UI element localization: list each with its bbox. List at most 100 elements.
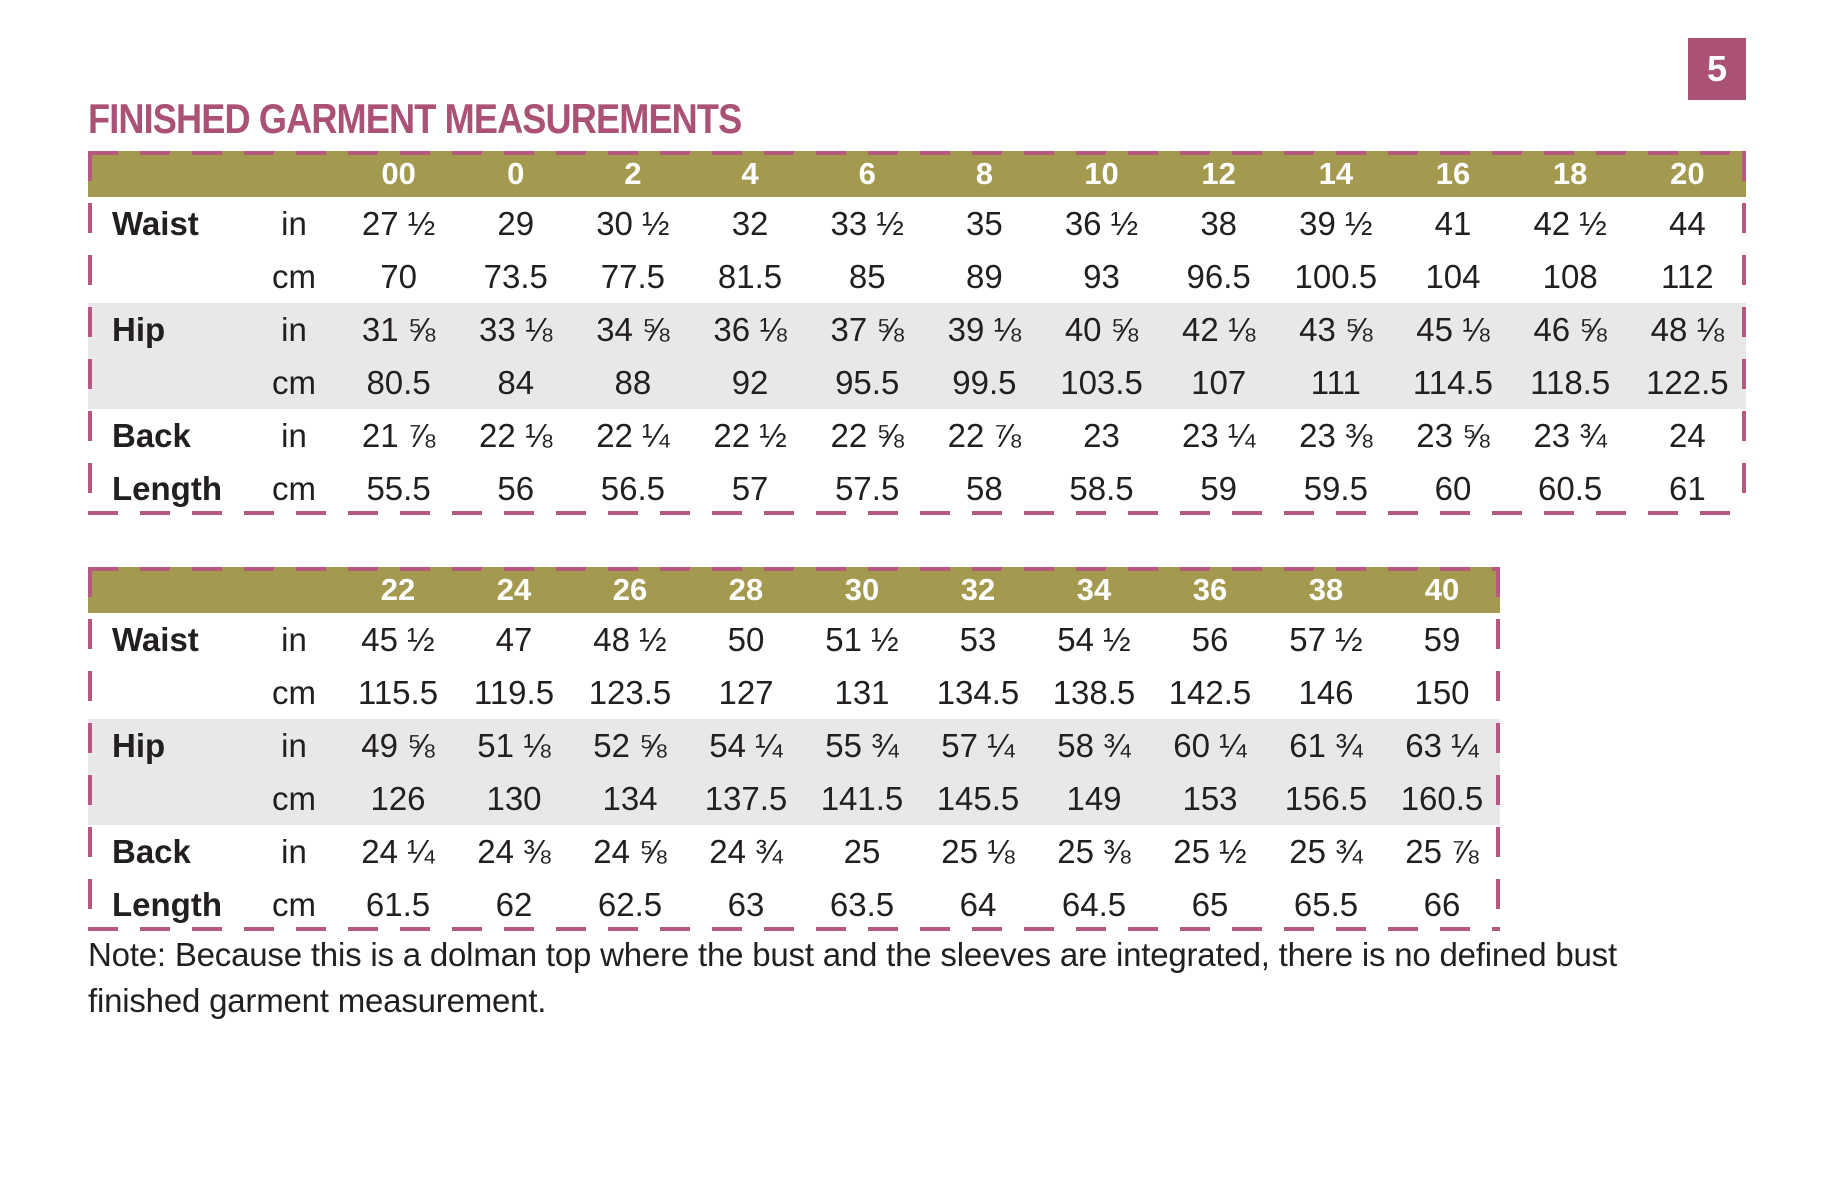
value-cell: 61.5 — [365, 885, 431, 923]
value-cell: 145.5 — [920, 772, 1036, 825]
size-column-header: 34 — [1036, 567, 1152, 613]
size-column-header: 26 — [572, 567, 688, 613]
size-column-header: 0 — [457, 151, 575, 197]
value-cell: 134.5 — [936, 673, 1020, 711]
value-cell: 142.5 — [1168, 673, 1252, 711]
value-cell: 70 — [380, 257, 417, 295]
row-label — [88, 250, 248, 303]
value-cell: 80.5 — [340, 356, 458, 409]
value-cell: 60 — [1434, 469, 1472, 507]
value-cell: 29 — [497, 204, 535, 242]
value-cell: 54 ½ — [1057, 620, 1131, 658]
size-column-header: 8 — [925, 151, 1043, 197]
value-cell: 42 ½ — [1533, 204, 1607, 242]
row-label: Hip — [88, 719, 248, 772]
unit-cell: in — [248, 303, 340, 356]
value-cell: 51 ½ — [825, 620, 899, 658]
value-cell: 141.5 — [804, 772, 920, 825]
size-column-header: 4 — [691, 151, 809, 197]
value-cell: 58 — [966, 469, 1003, 507]
value-cell: 22 ⅛ — [479, 416, 553, 454]
value-cell: 77.5 — [600, 257, 665, 295]
value-cell: 56 — [497, 469, 535, 507]
value-cell: 160.5 — [1384, 772, 1500, 825]
value-cell: 114.5 — [1394, 356, 1512, 409]
value-cell: 115.5 — [357, 673, 439, 711]
value-cell: 100.5 — [1294, 257, 1378, 295]
value-cell: 84 — [457, 356, 575, 409]
measurement-row: Waist in 27 ½ 29 30 ½ 32 33 ½ 35 36 ½ 38 39 ½ 41 42 … — [88, 197, 1746, 250]
page-number-badge: 5 — [1688, 38, 1746, 100]
value-cell: 24 — [1669, 416, 1706, 454]
value-cell: 131 — [834, 673, 890, 711]
value-cell: 48 ½ — [593, 620, 667, 658]
measurement-row: Length cm 55.5 56 56.5 57 57.5 58 58.5 59 59.5 60 60… — [88, 462, 1746, 515]
value-cell: 104 — [1425, 257, 1481, 295]
value-cell: 33 ½ — [830, 204, 904, 242]
value-cell: 89 — [966, 257, 1003, 295]
size-header-row: 22 24 26 28 30 32 34 36 38 40 — [88, 567, 1500, 613]
measurement-row: Back in 21 ⅞ 22 ⅛ 22 ¼ 22 ½ 22 ⅝ 22 ⅞ 23 23 ¼ 23 ⅜… — [88, 409, 1746, 462]
unit-cell: in — [281, 416, 307, 454]
note-text: Note: Because this is a dolman top where… — [88, 936, 1617, 1019]
value-cell: 153 — [1152, 772, 1268, 825]
value-cell: 21 ⅞ — [361, 416, 436, 454]
value-cell: 36 ⅛ — [691, 303, 809, 356]
measurement-table-sizes-00-20: 00 0 2 4 6 8 10 12 14 16 18 20 Waist in 27 ½ 29 30 ½ 32 33… — [88, 151, 1746, 515]
value-cell: 22 ⅝ — [830, 416, 904, 454]
value-cell: 22 ¼ — [596, 416, 670, 454]
size-column-header: 12 — [1160, 151, 1278, 197]
value-cell: 24 ⅝ — [593, 832, 667, 870]
value-cell: 59 — [1200, 469, 1238, 507]
value-cell: 111 — [1277, 356, 1395, 409]
value-cell: 31 ⅝ — [340, 303, 458, 356]
row-label: Waist — [112, 204, 199, 242]
size-column-header: 00 — [340, 151, 458, 197]
value-cell: 108 — [1542, 257, 1598, 295]
value-cell: 96.5 — [1186, 257, 1251, 295]
size-column-header: 16 — [1394, 151, 1512, 197]
measurement-row: cm 80.5 84 88 92 95.5 99.5 103.5 107 111 114.5 118.… — [88, 356, 1746, 409]
value-cell: 40 ⅝ — [1042, 303, 1161, 356]
value-cell: 39 ½ — [1299, 204, 1373, 242]
unit-cell: cm — [272, 673, 316, 711]
value-cell: 127 — [718, 673, 774, 711]
value-cell: 93 — [1083, 257, 1120, 295]
value-cell: 57 ¼ — [920, 719, 1036, 772]
value-cell: 52 ⅝ — [572, 719, 688, 772]
measurement-row: Length cm 61.5 62 62.5 63 63.5 64 64.5 65 65.5 66 — [88, 878, 1500, 931]
unit-cell: cm — [272, 885, 316, 923]
value-cell: 37 ⅝ — [808, 303, 926, 356]
value-cell: 146 — [1298, 673, 1354, 711]
value-cell: 66 — [1423, 885, 1461, 923]
value-cell: 35 — [966, 204, 1003, 242]
value-cell: 45 ½ — [361, 620, 435, 658]
value-cell: 60 ¼ — [1152, 719, 1268, 772]
unit-cell: in — [281, 620, 307, 658]
finished-garment-measurements-sizes-22-40: 22 24 26 28 30 32 34 36 38 40 Waist in 45 ½ 47 48 ½ 50 5… — [88, 567, 1500, 931]
value-cell: 32 — [731, 204, 769, 242]
value-cell: 53 — [959, 620, 997, 658]
size-column-header: 10 — [1042, 151, 1161, 197]
value-cell: 22 ⅞ — [947, 416, 1022, 454]
value-cell: 62 — [495, 885, 533, 923]
value-cell: 63 ¼ — [1384, 719, 1500, 772]
value-cell: 24 ¾ — [709, 832, 783, 870]
value-cell: 46 ⅝ — [1511, 303, 1629, 356]
value-cell: 112 — [1661, 257, 1714, 295]
value-cell: 44 — [1669, 204, 1706, 242]
value-cell: 25 ¾ — [1289, 832, 1363, 870]
value-cell: 23 ⅝ — [1416, 416, 1490, 454]
size-column-header: 24 — [456, 567, 572, 613]
value-cell: 23 ¼ — [1181, 416, 1256, 454]
value-cell: 126 — [340, 772, 456, 825]
value-cell: 61 ¾ — [1268, 719, 1384, 772]
value-cell: 56.5 — [600, 469, 665, 507]
unit-cell: cm — [272, 469, 316, 507]
value-cell: 56 — [1191, 620, 1229, 658]
size-column-header: 36 — [1152, 567, 1268, 613]
header-spacer — [88, 151, 340, 197]
value-cell: 23 ⅜ — [1299, 416, 1373, 454]
value-cell: 65.5 — [1293, 885, 1359, 923]
value-cell: 25 ⅞ — [1405, 832, 1479, 870]
